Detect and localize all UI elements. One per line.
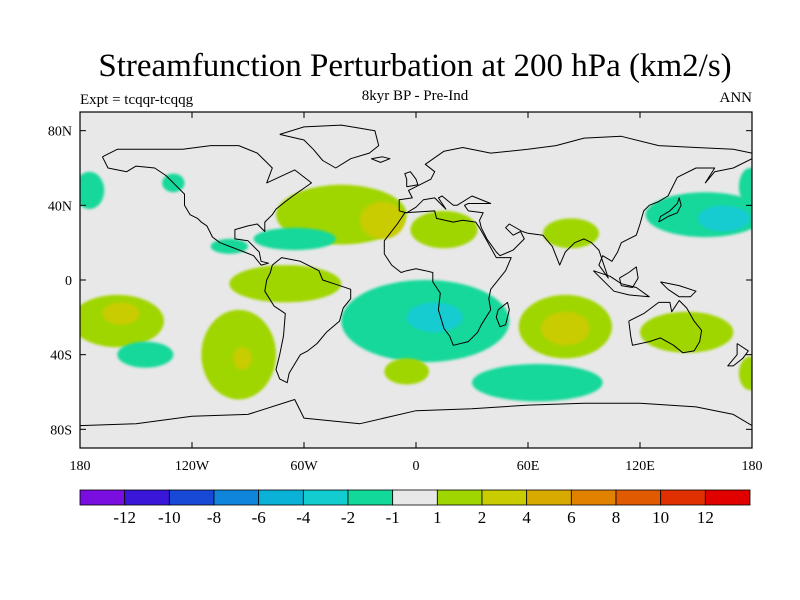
anomaly-australia-high [640, 311, 734, 353]
colorbar-swatch [570, 489, 617, 506]
anomaly-nw-pacific-core [697, 205, 751, 232]
anomaly-s-pacific-low [117, 341, 174, 368]
anomaly-s-atlantic-low-core [406, 302, 463, 333]
colorbar-label: -1 [386, 508, 400, 527]
lon-label: 60W [290, 459, 318, 474]
anomaly-caribbean-band [253, 227, 336, 251]
coastline-north-america [101, 145, 312, 266]
colorbar-label: -12 [113, 508, 136, 527]
colorbar-swatch [615, 489, 662, 506]
lon-label: 180 [742, 459, 763, 474]
colorbar: -12 -10 -8 -6 -4 -2 -1 1 2 4 6 8 10 12 [79, 489, 751, 527]
map-title: Streamfunction Perturbation at 200 hPa (… [98, 48, 732, 84]
coastline-greenland [279, 124, 380, 169]
colorbar-swatch [392, 489, 438, 506]
colorbar-swatch [258, 489, 304, 506]
coastline-layer [80, 124, 752, 427]
coastline-australia [628, 300, 703, 354]
colorbar-swatch [302, 489, 349, 506]
colorbar-swatch [124, 489, 170, 506]
lat-label: 40N [48, 199, 72, 214]
colorbar-swatch [168, 489, 215, 506]
lat-label: 40S [50, 349, 72, 364]
colorbar-swatch [213, 489, 260, 506]
colorbar-label: 10 [652, 508, 669, 527]
coastline-new-guinea [660, 281, 697, 298]
colorbar-label: 1 [433, 508, 442, 527]
colorbar-label: -2 [341, 508, 355, 527]
lon-label: 120E [625, 459, 655, 474]
season-label: ANN [719, 90, 753, 106]
coastline-south-america [264, 257, 352, 384]
coastline-africa [383, 210, 512, 346]
coastline-borneo [619, 266, 639, 288]
colorbar-swatch [436, 489, 483, 506]
colorbar-swatch [347, 489, 394, 506]
anomaly-asia-high [542, 218, 599, 249]
colorbar-swatch [79, 489, 126, 506]
colorbar-label: -8 [207, 508, 221, 527]
lon-label: 180 [70, 459, 91, 474]
lat-label: 0 [65, 274, 72, 289]
coastline-new-zealand [727, 343, 749, 367]
experiment-label: Expt = tcqqr-tcqqg [80, 92, 194, 108]
period-label: 8kyr BP - Pre-Ind [361, 88, 469, 104]
colorbar-label: 12 [697, 508, 714, 527]
coastline-madagascar [495, 301, 510, 328]
lat-label: 80S [50, 423, 72, 438]
colorbar-swatch [660, 489, 706, 506]
colorbar-swatch [481, 489, 528, 506]
colorbar-swatch [704, 489, 751, 506]
axis-layer: 80N 40N 0 40S 80S 180 120W 60W 0 60E 120E 180 [48, 112, 763, 474]
colorbar-label: -10 [158, 508, 181, 527]
anomaly-s-atlantic-high [384, 358, 430, 385]
anomaly-s-pacific-east-core [233, 347, 252, 370]
colorbar-label: -6 [252, 508, 266, 527]
anomaly-dateline-south [738, 356, 752, 391]
lat-label: 80N [48, 125, 72, 140]
colorbar-swatch [526, 489, 572, 506]
anomaly-n-pacific-east [80, 171, 105, 210]
coastline-iceland [371, 156, 391, 163]
anomaly-n-africa [410, 210, 478, 249]
lon-label: 120W [175, 459, 210, 474]
coastline-antarctica [80, 399, 752, 427]
coastline-eurasia [398, 135, 752, 279]
coastline-indonesia [592, 270, 650, 298]
map-background [80, 112, 752, 448]
colorbar-label: -4 [296, 508, 311, 527]
colorbar-label: 8 [612, 508, 621, 527]
anomaly-southern-ocean-low [471, 364, 603, 402]
anomaly-n-atlantic-core [360, 201, 405, 239]
coastline-japan [658, 197, 682, 223]
lon-label: 60E [517, 459, 540, 474]
anomaly-s-pacific-core [102, 302, 140, 325]
anomaly-s-america-band [229, 265, 342, 303]
lon-label: 0 [413, 459, 420, 474]
anomaly-indian-ocean-core [541, 311, 590, 346]
coastline-uk [404, 171, 419, 188]
colorbar-label: 6 [567, 508, 576, 527]
colorbar-label: 2 [478, 508, 487, 527]
anomaly-dateline-north [738, 168, 752, 206]
anomaly-layer [80, 168, 752, 402]
colorbar-label: 4 [522, 508, 531, 527]
